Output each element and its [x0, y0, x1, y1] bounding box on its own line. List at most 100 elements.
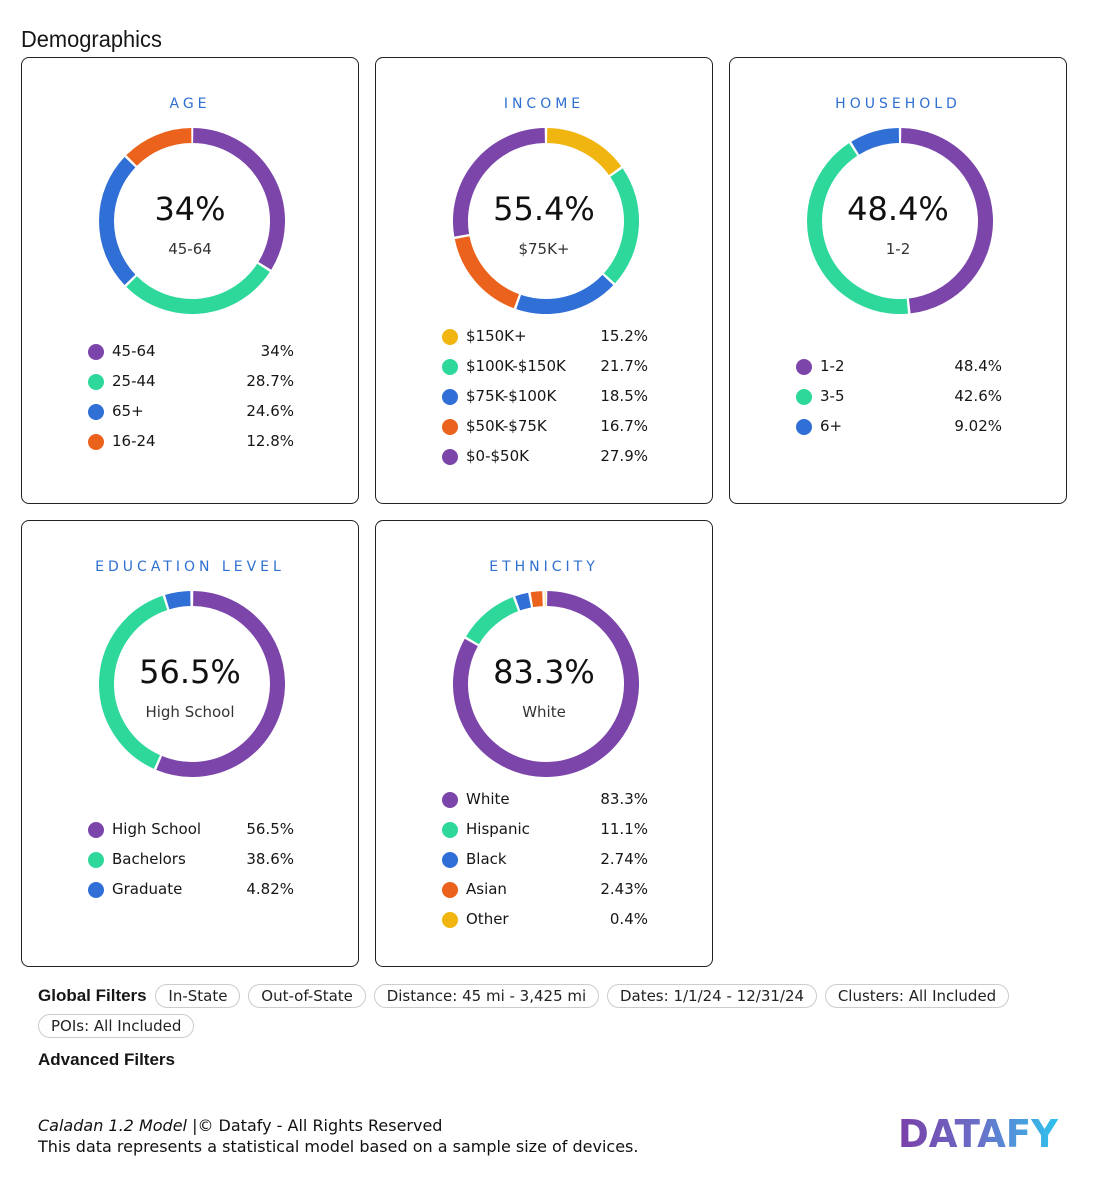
legend-item[interactable]: High School 56.5% [88, 820, 294, 850]
legend-item[interactable]: Black 2.74% [442, 850, 648, 880]
global-filters: Global Filters In-State Out-of-State Dis… [38, 984, 1038, 1044]
donut-chart [453, 128, 639, 314]
legend: $150K+ 15.2% $100K-$150K 21.7% $75K-$100… [442, 327, 648, 478]
legend-item[interactable]: $100K-$150K 21.7% [442, 357, 648, 387]
legend-label: Other [466, 910, 509, 929]
donut-slice-high-school[interactable] [156, 591, 285, 777]
legend-value: 21.7% [600, 356, 648, 375]
legend-item[interactable]: $0-$50K 27.9% [442, 447, 648, 477]
filter-chip-pois[interactable]: POIs: All Included [38, 1014, 195, 1038]
legend-item[interactable]: Graduate 4.82% [88, 880, 294, 910]
legend-dot-icon [88, 882, 104, 899]
legend-label: Asian [466, 880, 507, 899]
filter-chip-distance[interactable]: Distance: 45 mi - 3,425 mi [373, 984, 600, 1008]
legend-dot-icon [442, 791, 458, 808]
legend-value: 11.1% [600, 819, 648, 838]
donut-slice--50k-75k[interactable] [454, 235, 520, 309]
advanced-filters-label: Advanced Filters [38, 1050, 175, 1069]
donut-slice--100k-150k[interactable] [603, 168, 639, 284]
legend-item[interactable]: Bachelors 38.6% [88, 850, 294, 880]
donut-slice--75k-100k[interactable] [516, 274, 614, 314]
datafy-logo: DATAFY [898, 1114, 1058, 1154]
donut-chart [99, 128, 285, 314]
legend-item[interactable]: 16-24 12.8% [88, 432, 294, 462]
filter-chip-out-of-state[interactable]: Out-of-State [248, 984, 366, 1008]
legend-dot-icon [796, 358, 812, 375]
center-value: 34% [154, 190, 226, 228]
donut-slice-25-44[interactable] [126, 263, 270, 314]
legend-dot-icon [442, 328, 458, 345]
legend-label: Hispanic [466, 819, 530, 838]
legend-dot-icon [442, 388, 458, 405]
donut-chart [807, 128, 993, 314]
legend-dot-icon [442, 912, 458, 929]
card-ethnicity: ETHNICITY 83.3% White White 83.3% Hispan… [375, 520, 713, 967]
legend-item[interactable]: White 83.3% [442, 790, 648, 820]
donut-slice-3-5[interactable] [807, 143, 909, 314]
card-household: HOUSEHOLD 48.4% 1-2 1-2 48.4% 3-5 42.6% … [729, 57, 1067, 504]
filter-chip-dates[interactable]: Dates: 1/1/24 - 12/31/24 [606, 984, 818, 1008]
legend-item[interactable]: $50K-$75K 16.7% [442, 417, 648, 447]
legend-value: 4.82% [246, 880, 294, 899]
page-title: Demographics [21, 26, 162, 52]
donut-slice-16-24[interactable] [126, 128, 192, 166]
legend-dot-icon [88, 851, 104, 868]
legend-dot-icon [796, 388, 812, 405]
card-education-level: EDUCATION LEVEL 56.5% High School High S… [21, 520, 359, 967]
legend-dot-icon [88, 403, 104, 420]
legend-dot-icon [442, 358, 458, 375]
donut-slice-white[interactable] [453, 591, 639, 777]
donut-slice-graduate[interactable] [165, 591, 191, 610]
legend-item[interactable]: Hispanic 11.1% [442, 820, 648, 850]
center-label: White [522, 703, 566, 721]
legend: High School 56.5% Bachelors 38.6% Gradua… [88, 820, 294, 911]
card-title: INCOME [503, 96, 585, 112]
card-title: AGE [169, 96, 211, 112]
global-filters-label: Global Filters [38, 986, 147, 1005]
donut-slice-1-2[interactable] [901, 128, 993, 314]
donut-slice-asian[interactable] [530, 591, 543, 608]
legend-dot-icon [442, 419, 458, 436]
legend-value: 2.74% [600, 849, 648, 868]
legend-item[interactable]: 3-5 42.6% [796, 387, 1002, 417]
donut-chart [99, 591, 285, 777]
center-label: 45-64 [168, 240, 212, 258]
legend-label: $0-$50K [466, 447, 529, 466]
donut-slice-65-[interactable] [99, 157, 136, 285]
center-label: $75K+ [518, 240, 570, 258]
donut-slice-bachelors[interactable] [99, 595, 168, 769]
legend-item[interactable]: 45-64 34% [88, 342, 294, 372]
legend-item[interactable]: Other 0.4% [442, 910, 648, 940]
donut-slice--150k-[interactable] [546, 128, 622, 176]
legend-value: 16.7% [600, 417, 648, 436]
card-title: HOUSEHOLD [835, 96, 961, 112]
donut-slice-45-64[interactable] [192, 128, 285, 270]
legend-item[interactable]: $75K-$100K 18.5% [442, 387, 648, 417]
legend-item[interactable]: 65+ 24.6% [88, 402, 294, 432]
donut-slice-black[interactable] [515, 592, 532, 611]
center-value: 56.5% [139, 653, 241, 691]
legend-item[interactable]: 1-2 48.4% [796, 357, 1002, 387]
card-age: AGE 34% 45-64 45-64 34% 25-44 28.7% 65+ … [21, 57, 359, 504]
legend-label: $50K-$75K [466, 417, 547, 436]
legend-dot-icon [442, 821, 458, 838]
legend-dot-icon [442, 851, 458, 868]
legend-item[interactable]: $150K+ 15.2% [442, 327, 648, 357]
legend-item[interactable]: 25-44 28.7% [88, 372, 294, 402]
legend-value: 0.4% [609, 910, 648, 929]
donut-slice-hispanic[interactable] [466, 597, 519, 645]
legend-label: $150K+ [466, 326, 527, 345]
card-title: EDUCATION LEVEL [95, 559, 285, 575]
legend-dot-icon [88, 821, 104, 838]
legend-item[interactable]: Asian 2.43% [442, 880, 648, 910]
center-value: 83.3% [493, 653, 595, 691]
donut-slice-6-[interactable] [851, 128, 900, 155]
donut-slice--0-50k[interactable] [453, 128, 546, 237]
filter-chip-in-state[interactable]: In-State [155, 984, 241, 1008]
legend-label: 16-24 [112, 432, 156, 451]
filter-chip-clusters[interactable]: Clusters: All Included [824, 984, 1010, 1008]
center-value: 55.4% [493, 190, 595, 228]
legend-label: 3-5 [820, 386, 845, 405]
legend-dot-icon [88, 373, 104, 390]
legend-item[interactable]: 6+ 9.02% [796, 417, 1002, 447]
